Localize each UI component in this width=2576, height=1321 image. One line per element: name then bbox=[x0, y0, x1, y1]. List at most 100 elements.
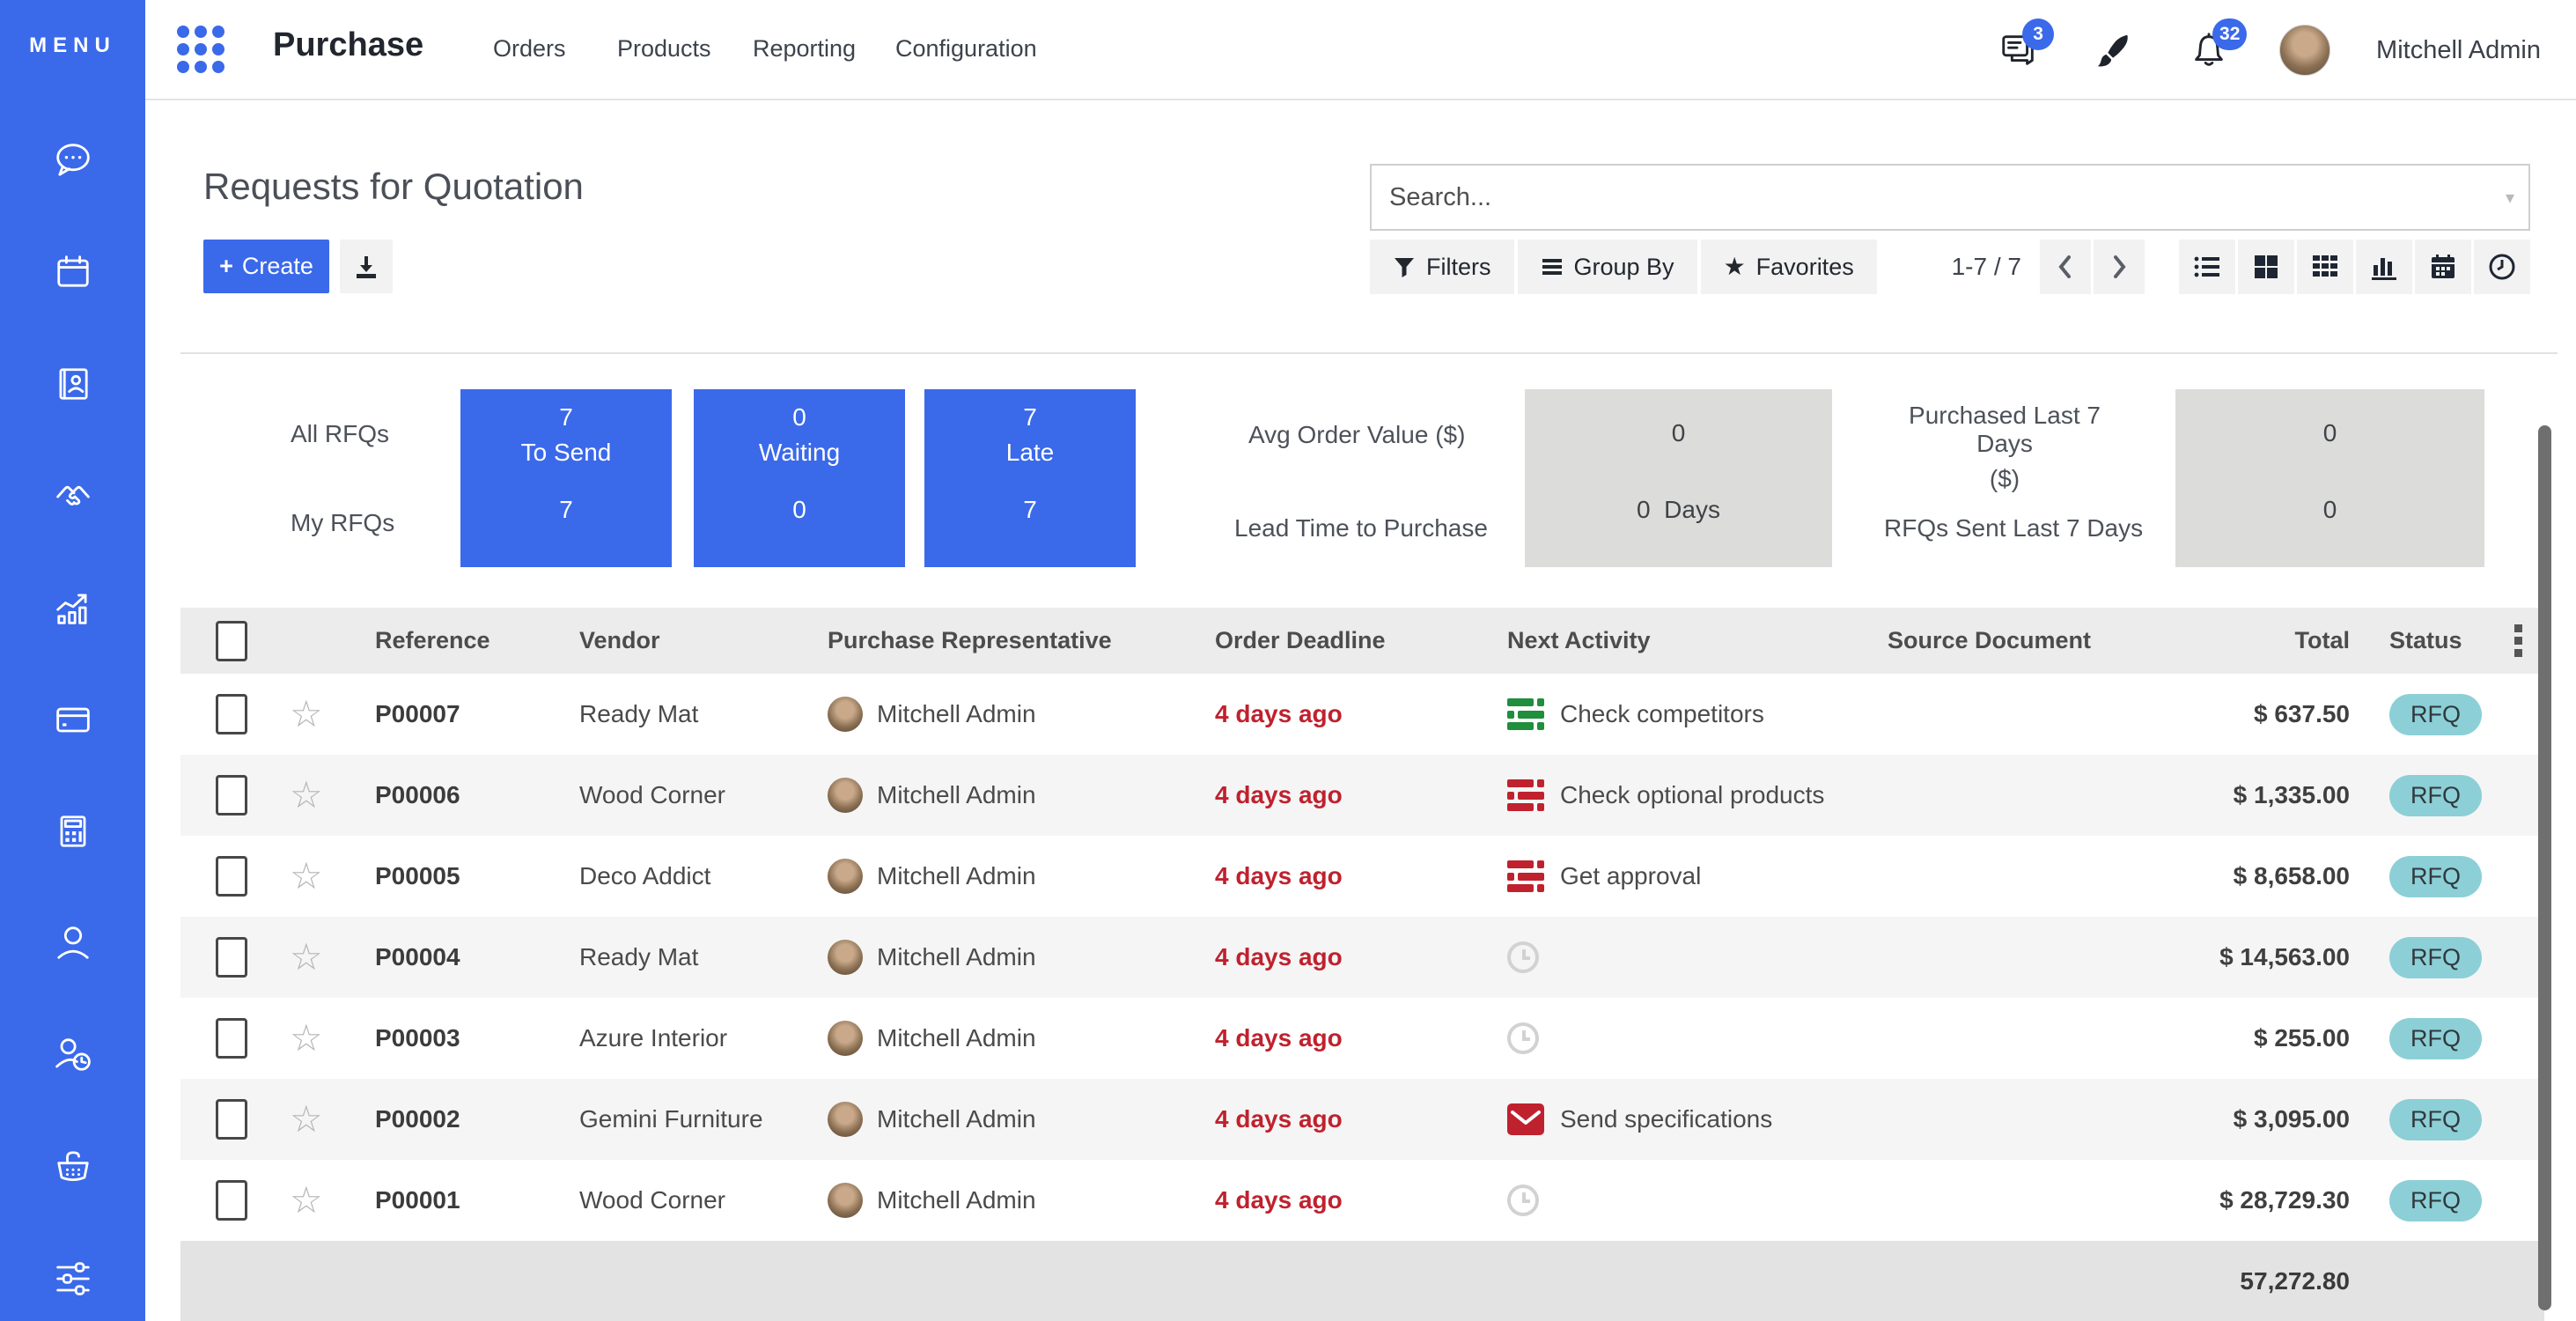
favorite-star-icon[interactable]: ☆ bbox=[290, 936, 323, 978]
sidebar-item-accounting[interactable] bbox=[0, 775, 145, 887]
create-button[interactable]: + Create bbox=[203, 240, 329, 293]
sidebar-item-calendar[interactable] bbox=[0, 216, 145, 328]
sidebar-item-settings[interactable] bbox=[0, 1222, 145, 1321]
row-checkbox[interactable] bbox=[216, 775, 247, 815]
row-next-activity-label: Get approval bbox=[1560, 862, 1702, 889]
sidebar-item-contacts[interactable] bbox=[0, 328, 145, 439]
row-vendor: Gemini Furniture bbox=[579, 1105, 763, 1133]
activity-view-icon bbox=[2489, 254, 2515, 280]
sidebar-item-sales[interactable] bbox=[0, 551, 145, 663]
table-row[interactable]: ☆ P00002 Gemini Furniture Mitchell Admin 4 d… bbox=[180, 1079, 2544, 1160]
select-all-checkbox[interactable] bbox=[216, 620, 247, 661]
row-checkbox[interactable] bbox=[216, 1018, 247, 1059]
column-header-reference[interactable]: Reference bbox=[375, 627, 490, 653]
clock-icon[interactable] bbox=[1507, 1184, 1539, 1216]
pager-next-button[interactable] bbox=[2094, 240, 2145, 294]
all-rfqs-label[interactable]: All RFQs bbox=[291, 419, 389, 447]
favorite-star-icon[interactable]: ☆ bbox=[290, 774, 323, 815]
column-header-source[interactable]: Source Document bbox=[1888, 627, 2092, 653]
view-kanban-button[interactable] bbox=[2238, 240, 2294, 294]
row-status-badge: RFQ bbox=[2389, 855, 2482, 897]
favorites-button[interactable]: ★ Favorites bbox=[1700, 240, 1877, 294]
view-graph-button[interactable] bbox=[2356, 240, 2412, 294]
favorite-star-icon[interactable]: ☆ bbox=[290, 855, 323, 897]
messages-badge: 3 bbox=[2022, 18, 2055, 50]
tile-waiting[interactable]: 0 Waiting 0 bbox=[694, 389, 905, 567]
row-checkbox[interactable] bbox=[216, 937, 247, 978]
activity-list-icon[interactable] bbox=[1507, 779, 1544, 811]
favorite-star-icon[interactable]: ☆ bbox=[290, 693, 323, 734]
row-reference: P00007 bbox=[375, 700, 460, 727]
view-activity-button[interactable] bbox=[2474, 240, 2530, 294]
column-header-rep[interactable]: Purchase Representative bbox=[828, 627, 1112, 653]
table-row[interactable]: ☆ P00005 Deco Addict Mitchell Admin 4 days a… bbox=[180, 836, 2544, 917]
sidebar-item-purchase[interactable] bbox=[0, 1111, 145, 1222]
sidebar-item-discuss[interactable] bbox=[0, 104, 145, 216]
menu-products[interactable]: Products bbox=[617, 35, 711, 62]
search-dropdown-toggle-icon[interactable]: ▾ bbox=[2505, 188, 2514, 208]
column-header-activity[interactable]: Next Activity bbox=[1507, 627, 1651, 653]
sidebar-item-employees[interactable] bbox=[0, 887, 145, 999]
row-order-deadline: 4 days ago bbox=[1215, 862, 1343, 889]
table-row[interactable]: ☆ P00004 Ready Mat Mitchell Admin 4 days ago… bbox=[180, 917, 2544, 998]
sidebar-item-attendance[interactable] bbox=[0, 999, 145, 1111]
debug-brush-icon[interactable] bbox=[2089, 26, 2138, 75]
favorite-star-icon[interactable]: ☆ bbox=[290, 1017, 323, 1059]
notifications-icon[interactable]: 32 bbox=[2184, 18, 2248, 75]
row-order-deadline: 4 days ago bbox=[1215, 700, 1343, 727]
activity-list-icon[interactable] bbox=[1507, 860, 1544, 892]
view-pivot-button[interactable] bbox=[2297, 240, 2353, 294]
menu-toggle[interactable]: MENU bbox=[29, 33, 116, 57]
envelope-icon[interactable] bbox=[1507, 1103, 1544, 1135]
star-icon: ★ bbox=[1723, 253, 1746, 280]
vertical-scrollbar[interactable] bbox=[2538, 425, 2551, 1310]
pager-previous-button[interactable] bbox=[2040, 240, 2091, 294]
messages-icon[interactable]: 3 bbox=[1994, 18, 2055, 75]
column-header-status[interactable]: Status bbox=[2389, 627, 2462, 653]
table-row[interactable]: ☆ P00006 Wood Corner Mitchell Admin 4 days a… bbox=[180, 755, 2544, 836]
tile-late[interactable]: 7 Late 7 bbox=[924, 389, 1136, 567]
app-name[interactable]: Purchase bbox=[273, 26, 424, 63]
column-header-deadline[interactable]: Order Deadline bbox=[1215, 627, 1386, 653]
clock-icon[interactable] bbox=[1507, 1022, 1539, 1054]
favorite-star-icon[interactable]: ☆ bbox=[290, 1179, 323, 1221]
group-by-button[interactable]: Group By bbox=[1517, 240, 1697, 294]
sidebar-item-crm[interactable] bbox=[0, 439, 145, 551]
clock-icon[interactable] bbox=[1507, 941, 1539, 973]
my-rfqs-label[interactable]: My RFQs bbox=[291, 508, 395, 536]
column-header-vendor[interactable]: Vendor bbox=[579, 627, 660, 653]
table-row[interactable]: ☆ P00003 Azure Interior Mitchell Admin 4 day… bbox=[180, 998, 2544, 1079]
column-header-total[interactable]: Total bbox=[2294, 627, 2351, 653]
menu-orders[interactable]: Orders bbox=[493, 35, 566, 62]
filters-button[interactable]: Filters bbox=[1370, 240, 1514, 294]
filter-funnel-icon bbox=[1395, 258, 1414, 277]
favorite-star-icon[interactable]: ☆ bbox=[290, 1098, 323, 1140]
user-avatar[interactable] bbox=[2279, 25, 2331, 76]
column-options-icon[interactable] bbox=[2491, 624, 2544, 657]
tile-to-send[interactable]: 7 To Send 7 bbox=[460, 389, 672, 567]
activity-list-icon[interactable] bbox=[1507, 698, 1544, 730]
table-row[interactable]: ☆ P00001 Wood Corner Mitchell Admin 4 days a… bbox=[180, 1160, 2544, 1241]
row-purchase-representative: Mitchell Admin bbox=[877, 1105, 1036, 1133]
rep-avatar bbox=[828, 940, 863, 975]
user-menu[interactable]: Mitchell Admin bbox=[2376, 35, 2541, 64]
sidebar-item-invoicing[interactable] bbox=[0, 663, 145, 775]
row-checkbox[interactable] bbox=[216, 694, 247, 734]
row-total: $ 255.00 bbox=[2254, 1024, 2350, 1052]
row-checkbox[interactable] bbox=[216, 1180, 247, 1221]
chevron-left-icon bbox=[2058, 255, 2071, 278]
search-input[interactable] bbox=[1372, 182, 2506, 212]
row-status-badge: RFQ bbox=[2389, 693, 2482, 735]
export-button[interactable] bbox=[340, 240, 393, 293]
apps-grid-icon[interactable] bbox=[174, 23, 227, 76]
row-checkbox[interactable] bbox=[216, 856, 247, 897]
view-calendar-button[interactable] bbox=[2415, 240, 2471, 294]
group-by-icon bbox=[1542, 259, 1562, 275]
table-row[interactable]: ☆ P00007 Ready Mat Mitchell Admin 4 days ago… bbox=[180, 674, 2544, 755]
menu-configuration[interactable]: Configuration bbox=[895, 35, 1037, 62]
row-checkbox[interactable] bbox=[216, 1099, 247, 1140]
menu-reporting[interactable]: Reporting bbox=[753, 35, 857, 62]
view-list-button[interactable] bbox=[2179, 240, 2235, 294]
rep-avatar bbox=[828, 859, 863, 894]
row-reference: P00006 bbox=[375, 781, 460, 808]
